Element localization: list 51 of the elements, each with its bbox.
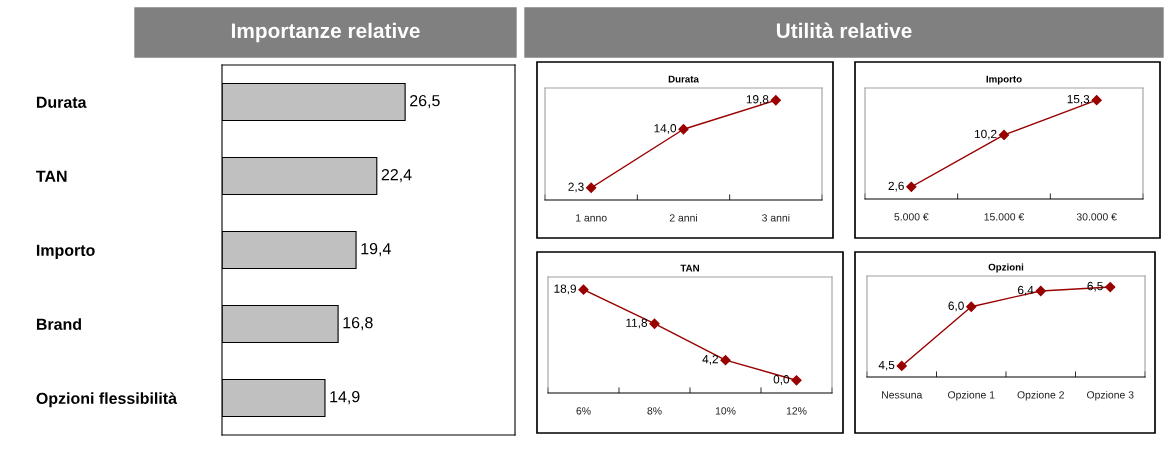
x-tick-label: 5.000 €: [894, 213, 929, 221]
data-label: 6,4: [1018, 285, 1034, 296]
data-label: 2,6: [888, 181, 904, 192]
data-label: 10,2: [974, 129, 997, 140]
data-label: 11,8: [626, 318, 648, 329]
x-tick-label: 2 anni: [669, 213, 697, 222]
chart-title: TAN: [680, 264, 699, 272]
point: [791, 375, 802, 386]
x-tick-label: 1 anno: [576, 214, 607, 222]
y-tick-label: TAN: [36, 170, 67, 182]
chart-title: Importanze relative: [231, 22, 420, 43]
y-tick-label: Durata: [36, 96, 87, 108]
x-tick-label: 3 anni: [762, 213, 790, 222]
text: Utilità relative: [776, 22, 912, 39]
x-tick-label: Opzione 2: [1017, 390, 1064, 401]
data-label: 2,3: [568, 182, 584, 193]
data-label: 4,5: [878, 360, 895, 371]
data-label: 15,3: [1067, 94, 1090, 105]
data-label: 22,4: [381, 168, 412, 183]
y-tick-label: Brand: [36, 318, 81, 330]
data-label: 19,8: [746, 95, 769, 105]
point: [720, 355, 731, 366]
y-tick-label: Opzioni flessibilità: [36, 392, 178, 408]
x-tick-label: 8%: [647, 407, 662, 415]
data-label: 26,5: [410, 94, 440, 109]
x-tick-label: Opzione 1: [948, 390, 995, 401]
data-label: 19,4: [361, 242, 391, 257]
x-tick-label: Nessuna: [882, 391, 923, 399]
chart-title: Importo: [986, 75, 1022, 85]
x-tick-label: 6%: [576, 407, 591, 415]
data-label: 0,0: [773, 375, 790, 385]
data-label: 4,2: [702, 354, 718, 365]
x-tick-label: 10%: [715, 407, 736, 415]
data-label: 16,8: [343, 316, 373, 331]
point: [1035, 285, 1046, 297]
point: [1105, 281, 1116, 293]
x-tick-label: 15.000 €: [984, 213, 1025, 221]
data-label: 18,9: [554, 284, 576, 295]
data-label: 6,0: [948, 301, 964, 312]
point: [966, 301, 977, 312]
x-tick-label: 30.000 €: [1076, 213, 1117, 221]
data-label: 14,0: [654, 124, 677, 134]
data-label: 14,9: [330, 390, 360, 405]
point: [649, 318, 660, 329]
x-tick-label: Opzione 3: [1087, 390, 1134, 401]
chart-title: Durata: [668, 75, 699, 83]
x-tick-label: 12%: [786, 407, 807, 415]
point: [578, 284, 589, 295]
point: [896, 360, 907, 372]
chart-title: Opzioni: [988, 263, 1024, 273]
y-tick-label: Importo: [36, 244, 95, 260]
